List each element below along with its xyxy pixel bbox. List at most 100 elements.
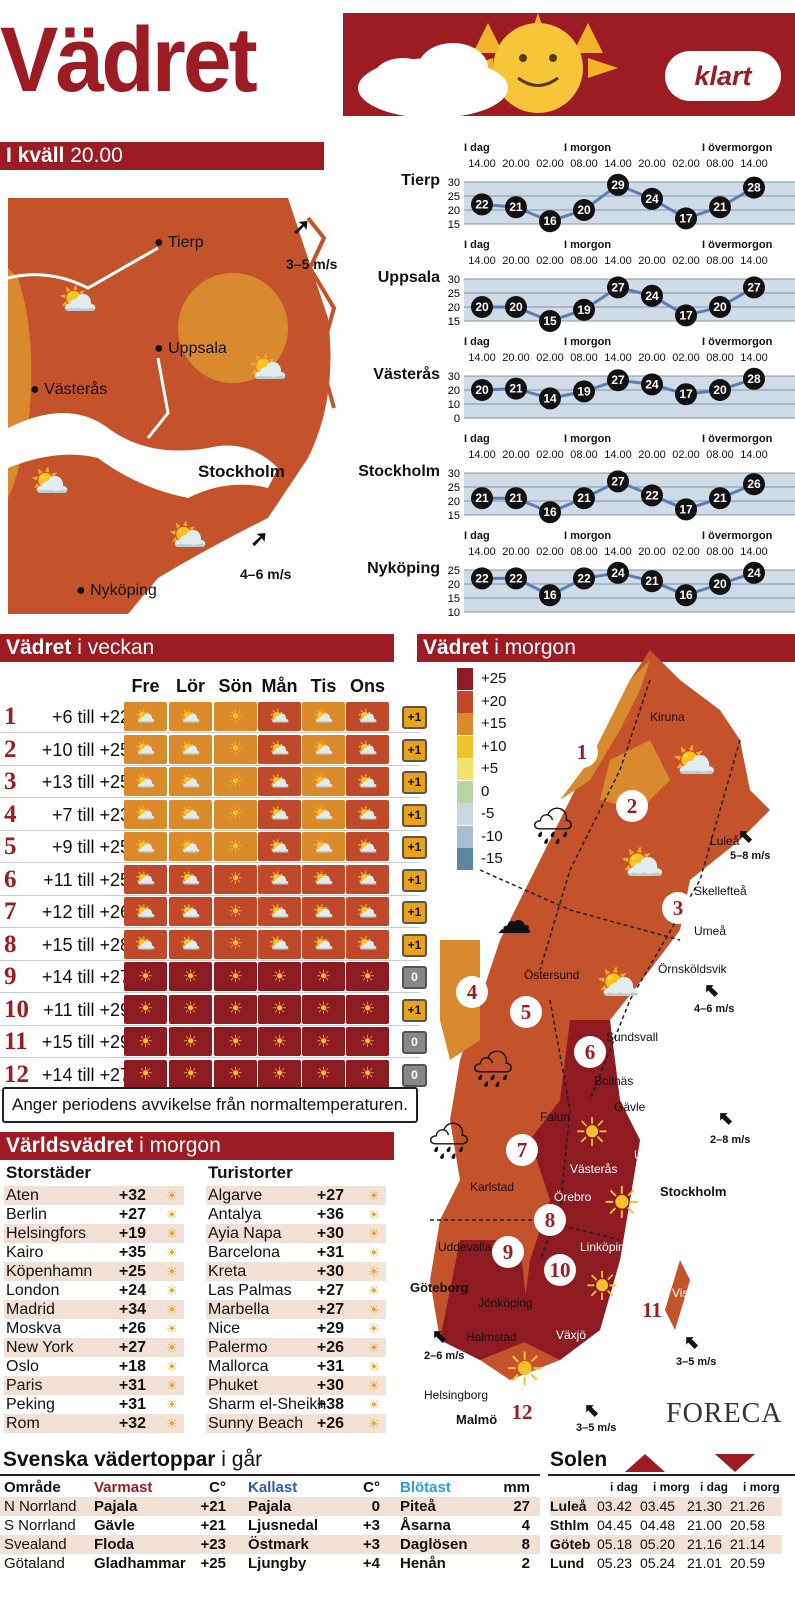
chart-point-marker	[607, 561, 629, 584]
tops-row: S Norrland Gävle +21 Ljusnedal +3 Åsarna 4	[0, 1516, 540, 1535]
chart-time-label: 20.00	[502, 449, 530, 461]
sun-cell: 05.23	[597, 1555, 633, 1571]
forecast-city-name: Nyköping	[367, 560, 440, 577]
tops-cell: 4	[521, 1517, 530, 1534]
world-city: London	[6, 1282, 60, 1299]
region-number: 9	[4, 963, 17, 990]
world-row: Algarve +27 ☀	[206, 1186, 386, 1205]
chart-time-label: 20.00	[502, 546, 530, 558]
world-temp: +24	[118, 1282, 146, 1299]
row-divider	[0, 959, 420, 961]
sun-icon: ☀	[504, 1343, 546, 1395]
legend-swatch	[457, 713, 473, 735]
weather-cell-icon: ⛅	[124, 864, 167, 894]
chart-day-label: I morgon	[564, 239, 612, 251]
tops-column-header: Kallast	[248, 1479, 298, 1496]
sun-cell: 21.00	[687, 1517, 723, 1533]
world-row: Sunny Beach +26 ☀	[206, 1414, 386, 1433]
tops-cell: +21	[200, 1498, 226, 1515]
world-city: Antalya	[208, 1206, 262, 1223]
chart-tick-label: 25	[448, 565, 460, 577]
chart-point-marker	[539, 501, 561, 524]
map-city: Helsingborg	[424, 1388, 489, 1402]
chart-day-label: I dag	[464, 530, 490, 542]
chart-point-label: 16	[543, 505, 557, 519]
weather-cell-icon: ☀	[258, 994, 301, 1024]
chart-point: 22	[471, 567, 493, 590]
day-header: Sön	[218, 676, 253, 696]
deviation-badge: +1	[402, 901, 427, 924]
chart-tick-label: 30	[448, 177, 460, 189]
region-marker: 10	[544, 1254, 576, 1286]
chart-point-label: 21	[713, 491, 727, 505]
chart-point-marker	[641, 284, 663, 307]
clear-badge: klart	[665, 51, 781, 101]
region-number: 6	[4, 865, 17, 893]
tops-cell: +21	[200, 1517, 226, 1534]
wind-arrow-icon: ⬉	[704, 980, 720, 1000]
map-city: Karlstad	[470, 1180, 515, 1194]
tops-cell: +3	[362, 1536, 380, 1553]
forecast-line-chart: 30 25 20 15 20 20 15 19 27 24 17 20 27	[448, 274, 795, 332]
tops-row: Svealand Floda +23 Östmark +3 Daglösen 8	[0, 1535, 540, 1554]
partly-cloudy-icon: ⛅	[620, 842, 665, 883]
world-temp: +36	[316, 1206, 344, 1223]
region-number: 8	[4, 930, 17, 958]
week-row: 2 +10 till +25 ⛅ ⛅ ☀ ⛅ ⛅ ⛅ +1	[0, 734, 427, 766]
week-row: 7 +12 till +26 ⛅ ⛅ ☀ ⛅ ⛅ ⛅ +1	[0, 896, 427, 928]
world-temp: +32	[118, 1415, 146, 1432]
chart-time-label: 14.00	[740, 158, 768, 170]
map-city: Gävle	[614, 1100, 646, 1114]
chart-time-label: 02.00	[672, 255, 700, 267]
legend-swatch	[457, 735, 473, 758]
chart-point: 19	[573, 298, 595, 321]
chart-point-label: 29	[611, 178, 625, 192]
chart-day-label: I övermorgon	[702, 336, 773, 348]
map-city: Bollnäs	[594, 1074, 634, 1088]
region-marker: 11	[642, 1298, 662, 1322]
chart-point-label: 17	[679, 308, 693, 322]
legend-row: +10	[457, 735, 547, 758]
chart-time-label: 14.00	[468, 352, 496, 364]
weather-cell-icon: ⛅	[124, 897, 167, 926]
tops-cell: 2	[521, 1555, 530, 1572]
chart-point-label: 20	[475, 383, 489, 397]
forecast-chart-3: Stockholm I dag I morgon I övermorgon 14.00 2…	[350, 433, 795, 531]
tomorrow-header: Vädret i morgon	[417, 634, 795, 662]
weather-cell-icon: ☀	[346, 962, 389, 991]
weather-cell-icon: ⛅	[124, 702, 167, 731]
forecast-city-name: Uppsala	[377, 269, 440, 286]
map-city: Malmö	[456, 1412, 498, 1427]
world-row: Antalya +36 ☀	[206, 1205, 386, 1224]
chart-point-marker	[675, 498, 697, 521]
world-row: Phuket +30 ☀	[206, 1376, 386, 1395]
chart-point-label: 20	[475, 300, 489, 314]
world-temp: +30	[316, 1225, 344, 1242]
weather-cell-icon: ☀	[302, 962, 345, 991]
chart-day-label: I morgon	[564, 530, 612, 542]
chart-point-marker	[505, 196, 527, 219]
week-title-bold: Vädret	[6, 636, 72, 659]
deviation-badge: +1	[402, 836, 427, 859]
chart-point-marker	[675, 383, 697, 406]
map-city: Stockholm	[660, 1184, 727, 1199]
weather-cell-icon: ☀	[258, 1059, 301, 1089]
chart-point-label: 21	[645, 574, 659, 588]
week-row: 10 +11 till +29 ☀ ☀ ☀ ☀ ☀ ☀ +1	[0, 994, 427, 1026]
temp-range: +15 till +29	[41, 1032, 130, 1052]
tops-cell: Gladhammar	[94, 1555, 186, 1572]
sun-cell: 21.26	[730, 1498, 766, 1514]
sun-cell: 21.30	[687, 1498, 723, 1514]
weather-cell-icon: ⛅	[124, 929, 167, 959]
sweden-map	[430, 650, 770, 1380]
day-header: Mån	[261, 676, 298, 696]
sun-row: Luleå 03.42 03.45 21.30 21.26	[550, 1497, 782, 1516]
weather-cell-icon: ⛅	[302, 767, 345, 796]
week-row: 1 +6 till +22 ⛅ ⛅ ☀ ⛅ ⛅ ⛅ +1	[0, 701, 427, 733]
chart-time-label: 14.00	[740, 546, 768, 558]
weather-icon: ☀	[166, 1207, 178, 1222]
chart-point: 21	[573, 487, 595, 510]
cloud-icon: ☁	[496, 900, 532, 941]
chart-point: 22	[641, 484, 663, 507]
map-city: Luleå	[710, 834, 740, 848]
